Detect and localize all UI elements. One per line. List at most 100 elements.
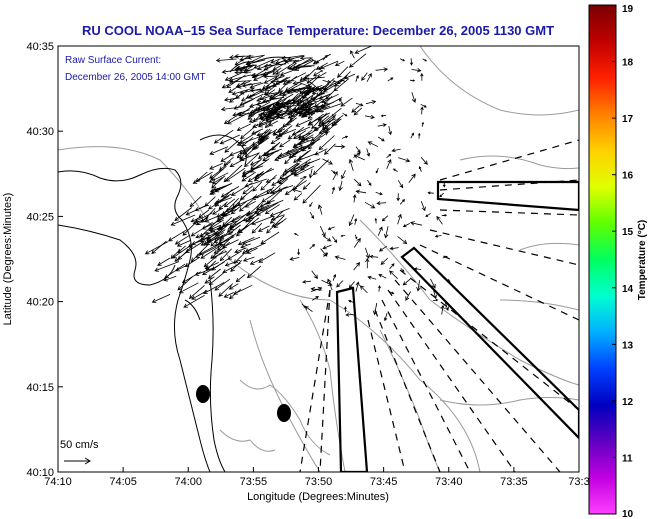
- current-vector: [434, 234, 442, 238]
- current-vector: [257, 225, 270, 232]
- current-vector: [209, 169, 221, 179]
- current-vector: [170, 214, 196, 226]
- current-vector: [420, 157, 428, 165]
- x-axis-ticks: 74:10 74:05 74:00 73:55 73:50 73:45 73:40 73:35…: [44, 467, 590, 488]
- current-vector: [223, 198, 236, 208]
- scale-arrow: [64, 457, 91, 465]
- scale-label: 50 cm/s: [60, 439, 99, 451]
- current-vector: [334, 144, 346, 149]
- current-vector: [273, 75, 285, 81]
- current-vector: [352, 194, 357, 203]
- current-vector: [304, 89, 316, 96]
- current-vector: [253, 58, 275, 69]
- current-vector: [214, 278, 231, 291]
- current-vector: [364, 201, 376, 209]
- current-vector: [251, 222, 263, 234]
- current-vector: [355, 74, 359, 82]
- current-vector: [355, 146, 361, 153]
- current-vector: [229, 150, 243, 157]
- current-vector: [261, 190, 280, 203]
- current-vector: [242, 256, 255, 262]
- current-vector: [209, 219, 224, 230]
- current-vector: [240, 243, 251, 249]
- current-vector: [375, 167, 379, 174]
- current-vector: [244, 242, 266, 253]
- shipping-lane-south: [335, 286, 369, 472]
- current-vector: [339, 79, 346, 82]
- current-vector: [201, 207, 216, 223]
- colorbar-tick-label: 19: [622, 4, 634, 15]
- current-vector: [411, 92, 417, 103]
- current-vector: [348, 158, 354, 171]
- current-vector: [281, 91, 296, 97]
- current-vector: [324, 143, 336, 155]
- current-vector: [239, 93, 264, 106]
- current-vector: [239, 189, 254, 201]
- current-vector: [405, 291, 411, 301]
- colorbar-tick-label: 11: [622, 453, 633, 464]
- current-vector: [287, 110, 304, 119]
- current-vector: [241, 171, 256, 182]
- legend-current-date: December 26, 2005 14:00 GMT: [65, 72, 206, 83]
- current-vector: [264, 84, 275, 91]
- colorbar-tick-label: 14: [622, 284, 634, 295]
- current-vector: [268, 90, 284, 99]
- current-vector: [322, 158, 333, 165]
- current-vector: [332, 236, 338, 243]
- current-vector: [303, 110, 319, 116]
- current-vector: [251, 215, 274, 226]
- current-vector: [367, 275, 377, 280]
- current-vector: [212, 207, 223, 215]
- current-vector: [275, 112, 298, 117]
- current-vector: [436, 215, 443, 225]
- y-tick-label: 40:35: [26, 41, 54, 53]
- current-vector: [154, 261, 180, 272]
- current-vector: [409, 58, 414, 66]
- current-vector: [298, 149, 311, 160]
- current-vector: [217, 234, 234, 246]
- current-vector: [378, 274, 387, 279]
- current-vector: [286, 117, 298, 126]
- current-vector: [281, 163, 300, 176]
- current-vector: [332, 273, 337, 281]
- current-vector: [220, 106, 245, 112]
- current-vector: [244, 178, 268, 188]
- current-vector: [274, 76, 288, 85]
- current-vector: [174, 234, 190, 245]
- current-vector: [386, 158, 392, 169]
- current-vector: [203, 282, 225, 294]
- shipping-lanes: [335, 180, 579, 472]
- current-vector: [317, 118, 337, 127]
- current-vector: [253, 188, 271, 199]
- colorbar-ticks: 19 18 17 16 15 14 13 12 11 10: [612, 4, 634, 519]
- current-vector: [402, 278, 411, 286]
- current-vector: [410, 132, 415, 139]
- current-vector: [340, 234, 346, 237]
- current-vector: [164, 263, 186, 279]
- current-vector: [420, 106, 424, 115]
- current-vector: [353, 262, 361, 271]
- current-vector: [409, 79, 416, 82]
- colorbar-tick-label: 10: [622, 509, 634, 519]
- radar-range-lines: [299, 139, 579, 472]
- current-vector: [254, 101, 270, 111]
- current-vector: [297, 248, 301, 256]
- current-vector: [386, 153, 392, 159]
- current-vector: [293, 87, 309, 93]
- current-vector: [309, 243, 316, 250]
- current-vector: [264, 204, 280, 215]
- current-vector: [283, 162, 299, 173]
- current-vector: [375, 192, 383, 196]
- current-vector: [292, 160, 314, 172]
- current-vector: [259, 128, 278, 141]
- current-vector: [229, 158, 246, 167]
- current-vector: [365, 257, 370, 269]
- current-vector: [330, 169, 336, 174]
- current-vector: [327, 226, 335, 231]
- current-vector: [242, 185, 254, 195]
- current-vector: [236, 144, 253, 159]
- current-vector: [189, 195, 202, 208]
- current-vector: [277, 125, 293, 137]
- current-vector: [211, 175, 226, 189]
- current-vector: [302, 279, 311, 284]
